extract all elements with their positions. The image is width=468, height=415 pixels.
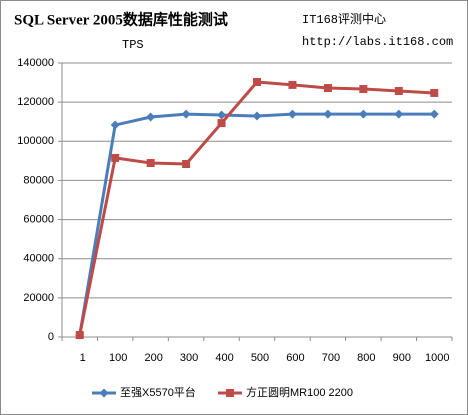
y-tick-label: 20000: [23, 292, 54, 304]
x-tick-label: 900: [393, 352, 411, 364]
y-tick-label: 100000: [17, 135, 54, 147]
chart-title: SQL Server 2005数据库性能测试: [14, 10, 228, 28]
y-tick-label: 60000: [23, 213, 54, 225]
marker: [394, 86, 403, 95]
marker: [217, 110, 227, 120]
x-tick-label: 100: [109, 352, 127, 364]
annotation: http://labs.it168.com: [302, 35, 453, 49]
marker: [430, 88, 439, 97]
marker: [99, 388, 109, 398]
marker: [253, 77, 261, 86]
y-axis-label: TPS: [122, 38, 144, 52]
annotation: IT168评测中心: [302, 11, 386, 27]
marker: [181, 109, 191, 119]
marker: [217, 119, 226, 128]
x-tick-label: 1: [80, 352, 86, 364]
marker: [359, 85, 368, 94]
marker: [323, 109, 333, 119]
x-tick-label: 700: [322, 352, 340, 364]
marker: [75, 331, 84, 340]
x-tick-label: 300: [180, 352, 198, 364]
marker: [358, 109, 368, 119]
y-tick-label: 40000: [23, 253, 54, 265]
x-tick-label: 600: [286, 352, 304, 364]
marker: [146, 112, 156, 122]
marker: [226, 389, 234, 397]
marker: [429, 109, 439, 119]
marker: [110, 120, 120, 130]
y-tick-label: 80000: [23, 174, 54, 186]
legend-label: 至强X5570平台: [120, 385, 196, 399]
x-tick-label: 400: [215, 352, 233, 364]
marker: [323, 84, 332, 93]
marker: [252, 111, 262, 121]
x-tick-label: 500: [251, 352, 269, 364]
x-tick-label: 200: [144, 352, 162, 364]
x-tick-label: 1000: [425, 352, 449, 364]
y-tick-label: 140000: [17, 57, 54, 69]
x-tick-label: 800: [357, 352, 375, 364]
y-tick-label: 0: [48, 331, 54, 343]
legend-label: 方正圆明MR100 2200: [246, 385, 353, 399]
marker: [146, 159, 155, 168]
marker: [111, 153, 120, 162]
marker: [287, 109, 297, 119]
marker: [394, 109, 404, 119]
marker: [182, 159, 191, 168]
marker: [288, 80, 297, 89]
y-tick-label: 120000: [17, 96, 54, 108]
